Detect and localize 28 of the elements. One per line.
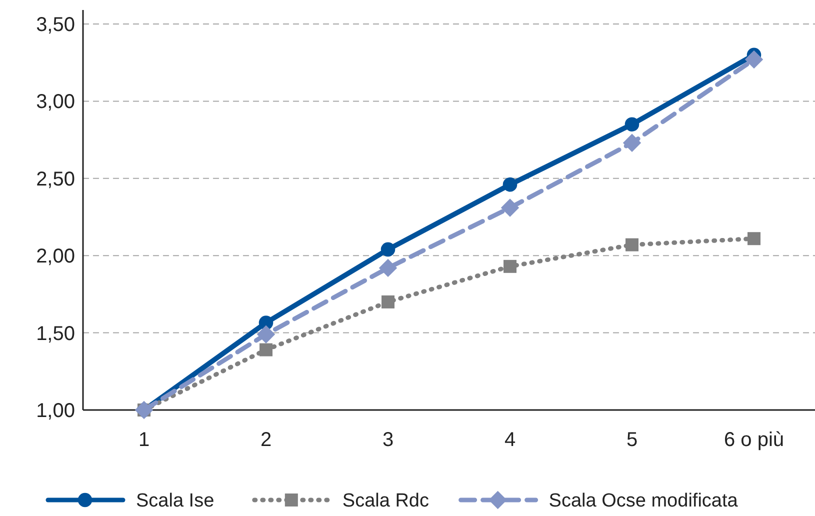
x-tick-label: 6 o più	[724, 429, 784, 451]
point	[622, 134, 642, 152]
y-tick-label: 3,50	[36, 14, 75, 36]
x-tick-label: 3	[382, 429, 394, 451]
point	[624, 117, 640, 132]
legend-label: Scala Ise	[136, 490, 214, 512]
point	[500, 198, 520, 217]
x-tick-label: 5	[626, 429, 638, 451]
point	[378, 258, 398, 278]
point	[382, 295, 394, 308]
y-tick-label: 2,50	[36, 168, 75, 190]
point	[260, 343, 272, 356]
point	[504, 260, 516, 273]
y-tick-label: 1,00	[36, 400, 75, 422]
point	[748, 232, 760, 246]
point	[380, 242, 396, 257]
legend-label: Scala Rdc	[342, 490, 430, 512]
point	[626, 238, 638, 252]
point	[744, 50, 764, 69]
point	[502, 177, 518, 192]
y-tick-label: 3,00	[36, 91, 75, 114]
point	[256, 325, 276, 344]
y-tick-label: 1,50	[36, 322, 75, 345]
x-tick-label: 4	[504, 429, 516, 451]
x-tick-label: 1	[138, 429, 150, 451]
y-tick-label: 2,00	[36, 246, 75, 268]
x-tick-label: 2	[260, 429, 272, 451]
legend-label: Scala Ocse modificata	[548, 490, 738, 512]
